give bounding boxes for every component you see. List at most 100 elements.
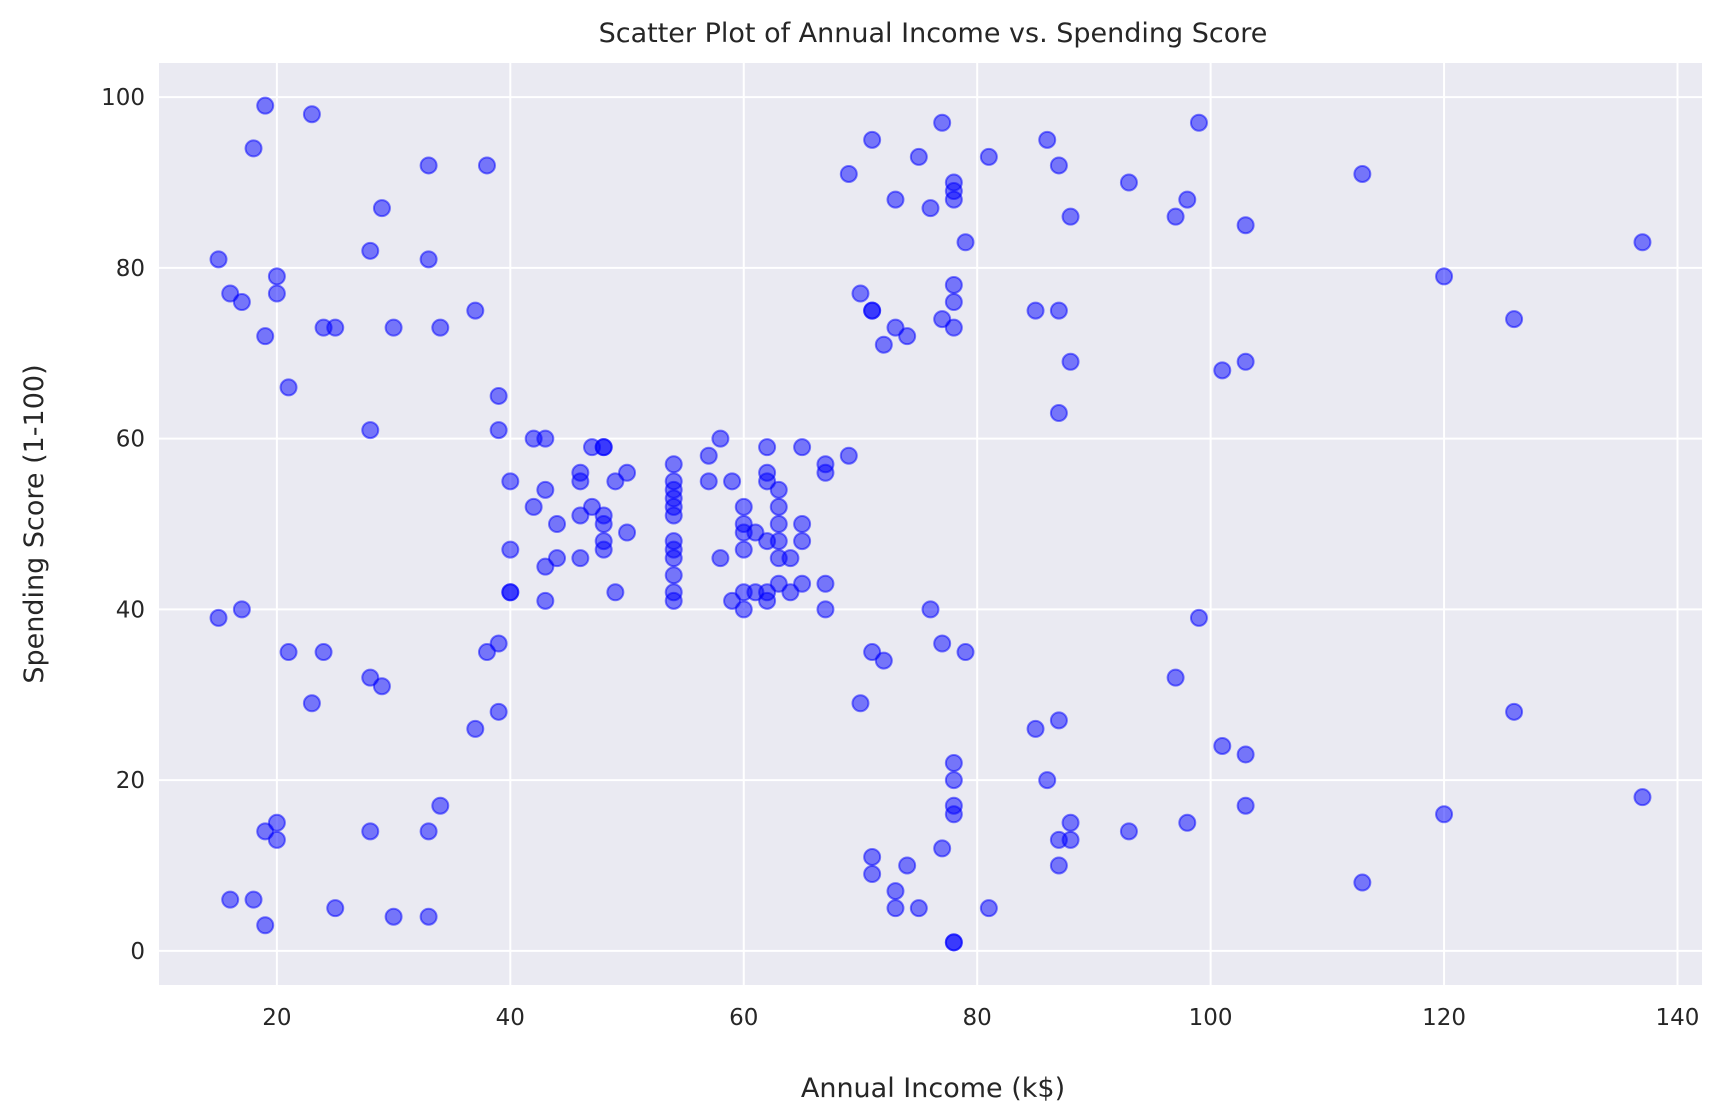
x-tick-label: 80: [963, 1005, 992, 1031]
scatter-point: [501, 583, 520, 602]
scatter-point: [384, 318, 403, 337]
scatter-point: [1633, 233, 1652, 252]
scatter-point: [944, 805, 963, 824]
scatter-point: [1633, 788, 1652, 807]
y-tick-label: 60: [116, 427, 145, 453]
scatter-point: [898, 327, 917, 346]
scatter-point: [419, 907, 438, 926]
x-axis-ticks: 20 40 60 80 100 120 140: [262, 1005, 1699, 1031]
scatter-point: [944, 318, 963, 337]
scatter-point: [956, 233, 975, 252]
scatter-point: [244, 890, 263, 909]
scatter-point: [699, 472, 718, 491]
scatter-point: [1038, 130, 1057, 149]
x-tick-label: 140: [1656, 1005, 1700, 1031]
scatter-point: [664, 532, 683, 551]
scatter-point: [874, 651, 893, 670]
scatter-point: [1026, 301, 1045, 320]
chart-title: Scatter Plot of Annual Income vs. Spendi…: [599, 18, 1268, 49]
scatter-point: [1435, 805, 1454, 824]
scatter-point: [1026, 719, 1045, 738]
scatter-point: [793, 574, 812, 593]
scatter-point: [816, 463, 835, 482]
scatter-point: [664, 591, 683, 610]
scatter-point: [1236, 216, 1255, 235]
scatter-point: [1505, 310, 1524, 329]
scatter-point: [874, 335, 893, 354]
scatter-point: [221, 890, 240, 909]
scatter-point: [664, 549, 683, 568]
scatter-point: [419, 156, 438, 175]
scatter-point: [489, 386, 508, 405]
scatter-point: [1049, 711, 1068, 730]
scatter-point: [944, 933, 963, 952]
scatter-point: [1166, 207, 1185, 226]
scatter-point: [361, 421, 380, 440]
scatter-point: [1061, 830, 1080, 849]
y-tick-label: 0: [130, 939, 145, 965]
scatter-point: [1435, 267, 1454, 286]
scatter-point: [1213, 361, 1232, 380]
scatter-point: [944, 754, 963, 773]
scatter-point: [933, 113, 952, 132]
scatter-point: [1119, 173, 1138, 192]
x-tick-label: 40: [496, 1005, 525, 1031]
x-tick-label: 100: [1189, 1005, 1233, 1031]
scatter-point: [372, 677, 391, 696]
scatter-point: [361, 241, 380, 260]
scatter-point: [244, 139, 263, 158]
scatter-point: [851, 694, 870, 713]
scatter-point: [466, 719, 485, 738]
scatter-point: [944, 182, 963, 201]
scatter-point: [758, 438, 777, 457]
scatter-point: [571, 549, 590, 568]
scatter-point: [536, 591, 555, 610]
scatter-point: [536, 480, 555, 499]
scatter-point: [232, 293, 251, 312]
scatter-point: [933, 634, 952, 653]
scatter-point: [1061, 207, 1080, 226]
scatter-point: [979, 147, 998, 166]
scatter-point: [431, 796, 450, 815]
x-tick-label: 60: [729, 1005, 758, 1031]
scatter-point: [302, 694, 321, 713]
y-tick-label: 100: [101, 85, 145, 111]
x-tick-label: 120: [1422, 1005, 1466, 1031]
scatter-point: [1178, 190, 1197, 209]
scatter-point: [536, 429, 555, 448]
scatter-point: [1119, 822, 1138, 841]
scatter-point: [1049, 156, 1068, 175]
scatter-point: [256, 916, 275, 935]
scatter-point: [326, 318, 345, 337]
scatter-point: [944, 293, 963, 312]
scatter-point: [734, 497, 753, 516]
data-points: [209, 96, 1652, 952]
scatter-point: [793, 438, 812, 457]
scatter-point: [664, 506, 683, 525]
scatter-point: [734, 600, 753, 619]
scatter-point: [419, 822, 438, 841]
scatter-point: [909, 899, 928, 918]
scatter-point: [384, 907, 403, 926]
scatter-point: [769, 497, 788, 516]
scatter-point: [1061, 352, 1080, 371]
scatter-point: [267, 284, 286, 303]
scatter-point: [1061, 813, 1080, 832]
scatter-point: [956, 643, 975, 662]
scatter-point: [793, 515, 812, 533]
scatter-point: [232, 600, 251, 619]
scatter-point: [606, 583, 625, 602]
scatter-point: [524, 497, 543, 516]
scatter-point: [594, 515, 613, 533]
scatter-point: [863, 301, 882, 320]
scatter-point: [979, 899, 998, 918]
scatter-point: [793, 532, 812, 551]
scatter-point: [769, 515, 788, 533]
scatter-point: [1178, 813, 1197, 832]
y-tick-label: 20: [116, 768, 145, 794]
scatter-point: [618, 523, 637, 542]
scatter-point: [886, 882, 905, 901]
y-axis-label: Spending Score (1-100): [19, 364, 50, 683]
scatter-point: [933, 839, 952, 858]
scatter-point: [372, 199, 391, 218]
